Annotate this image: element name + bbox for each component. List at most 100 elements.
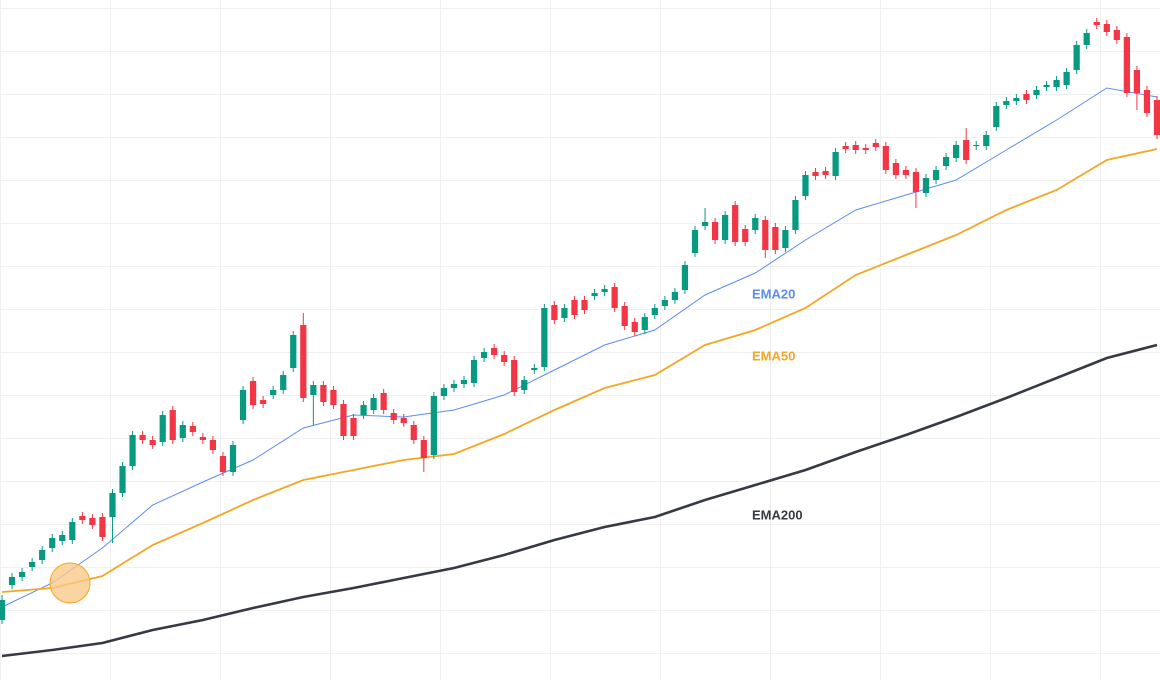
candle-body — [521, 380, 528, 390]
candle-body — [942, 157, 950, 166]
candle-body — [340, 404, 347, 436]
candle-body — [551, 305, 558, 320]
candle-body — [792, 200, 799, 230]
candle-body — [119, 466, 126, 493]
candle-body — [752, 218, 759, 230]
candle-body — [1063, 72, 1070, 85]
candle-body — [430, 396, 437, 455]
candle-body — [882, 146, 889, 170]
candle-body — [671, 292, 679, 300]
candle-body — [450, 384, 458, 388]
candle-body — [691, 230, 699, 253]
candle-body — [370, 398, 377, 410]
candle-body — [872, 143, 879, 147]
candle-body — [812, 172, 819, 176]
ema-line — [1, 87, 1158, 608]
candle-body — [842, 146, 849, 149]
candle-body — [772, 227, 779, 250]
ema-label: EMA50 — [752, 348, 795, 363]
candle-body — [79, 516, 86, 520]
candle-body — [1013, 98, 1020, 101]
candle-body — [169, 410, 176, 440]
candle-body — [280, 375, 287, 390]
candle-body — [199, 437, 206, 440]
candle-body — [1043, 85, 1050, 87]
candle-body — [39, 550, 46, 560]
candle-body — [983, 135, 990, 146]
candle-body — [480, 352, 488, 358]
candle-body — [1083, 33, 1090, 45]
candle-body — [922, 178, 930, 193]
candle-body — [902, 170, 910, 175]
candle-body — [229, 445, 237, 472]
candle-body — [912, 172, 920, 192]
candle-body — [179, 425, 186, 438]
candle-body — [99, 517, 106, 537]
candle-body — [963, 140, 970, 160]
candle-body — [973, 145, 980, 146]
candle-body — [722, 215, 729, 240]
candle-body — [822, 171, 829, 175]
candle-body — [1153, 100, 1160, 135]
candle-body — [310, 385, 317, 395]
candle-body — [711, 222, 719, 240]
candle-body — [571, 300, 578, 315]
candle-body — [892, 163, 899, 175]
candle-body — [541, 308, 548, 367]
candle-body — [410, 425, 417, 440]
candle-body — [0, 600, 6, 620]
candle-body — [330, 390, 337, 405]
candle-body — [1033, 90, 1040, 95]
candle-body — [239, 390, 247, 420]
candle-body — [219, 456, 227, 472]
candle-body — [390, 413, 397, 420]
candle-body — [621, 306, 628, 326]
candle-body — [320, 385, 327, 402]
candle-body — [1023, 94, 1030, 100]
candle-body — [932, 170, 940, 180]
candle-body — [1093, 22, 1100, 25]
candle-body — [1133, 70, 1141, 93]
candle-body — [89, 518, 96, 525]
candle-body — [189, 426, 196, 432]
candle-body — [601, 289, 608, 292]
candle-body — [561, 308, 568, 318]
candle-body — [29, 562, 36, 567]
candle-body — [661, 300, 668, 306]
ema-line — [1, 148, 1158, 593]
candle-body — [460, 380, 468, 384]
candle-body — [139, 435, 146, 440]
candle-body — [1053, 80, 1060, 87]
candle-body — [400, 418, 407, 423]
crossover-highlight — [49, 562, 91, 604]
candle-body — [8, 577, 16, 585]
candle-body — [762, 220, 769, 250]
candle-body — [993, 106, 1000, 127]
candle-body — [581, 300, 588, 310]
candle-body — [501, 355, 508, 362]
ema-label: EMA200 — [752, 507, 803, 522]
ema-line — [1, 343, 1158, 658]
candle-body — [701, 222, 709, 226]
candle-body — [732, 205, 739, 242]
candle-body — [49, 538, 56, 548]
candle-body — [300, 325, 307, 398]
candle-body — [249, 381, 257, 405]
candle-body — [270, 390, 277, 395]
candle-body — [782, 230, 789, 248]
candle-body — [260, 400, 267, 404]
candle-body — [611, 287, 618, 308]
candle-body — [420, 440, 427, 458]
candle-body — [360, 405, 367, 415]
candle-body — [59, 535, 66, 541]
candle-body — [1143, 90, 1151, 113]
candle-body — [1103, 24, 1110, 32]
candle-body — [149, 440, 156, 445]
candle-body — [380, 393, 387, 410]
candle-body — [802, 175, 809, 196]
candle-body — [742, 229, 749, 242]
candle-body — [651, 308, 658, 315]
candle-body — [681, 265, 689, 290]
candle-body — [129, 435, 136, 466]
